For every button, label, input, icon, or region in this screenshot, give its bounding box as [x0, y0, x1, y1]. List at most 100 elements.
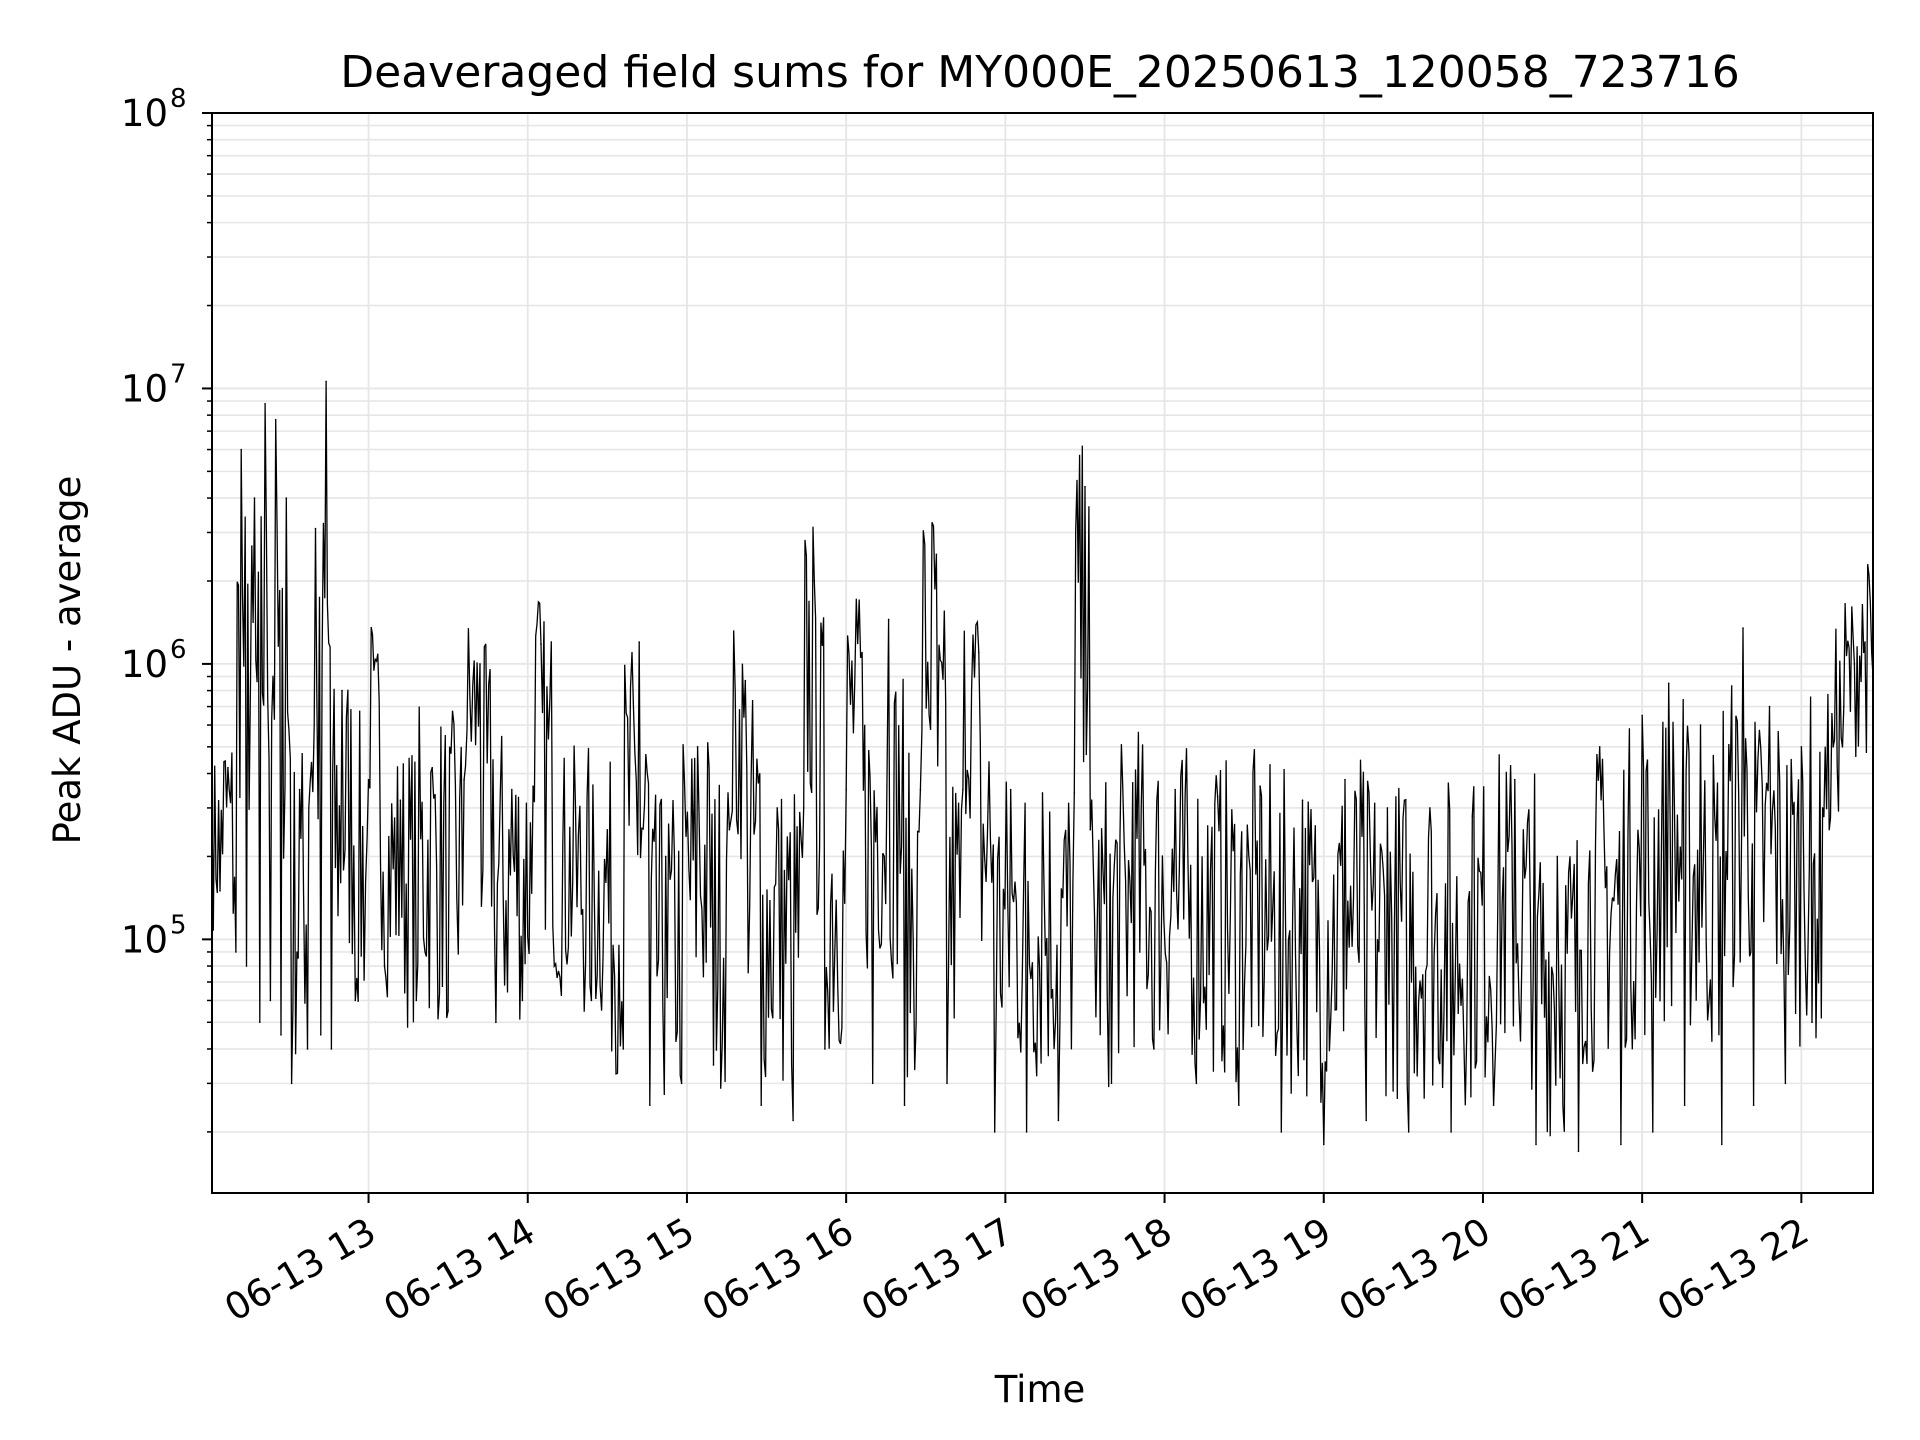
- data-point: [1153, 1048, 1155, 1050]
- data-point: [1620, 1143, 1622, 1146]
- data-point: [776, 807, 778, 809]
- data-point: [993, 1131, 996, 1133]
- data-point: [1073, 792, 1076, 794]
- data-point: [824, 1048, 826, 1050]
- data-point: [341, 689, 343, 692]
- data-point: [1259, 785, 1261, 787]
- data-point: [606, 828, 609, 831]
- y-tick-label: 10: [121, 92, 168, 135]
- data-point: [1429, 807, 1431, 809]
- y-tick-label-exponent: 8: [170, 84, 187, 114]
- data-point: [1556, 855, 1559, 858]
- data-point: [1110, 1082, 1113, 1085]
- data-point: [574, 807, 577, 809]
- data-point: [1089, 828, 1092, 831]
- data-point: [590, 999, 593, 1002]
- data-point: [1651, 1131, 1654, 1133]
- data-point: [1492, 1104, 1495, 1106]
- data-point: [463, 778, 465, 781]
- data-point: [354, 999, 357, 1002]
- data-point: [383, 965, 386, 967]
- data-point: [649, 1104, 651, 1106]
- data-point: [479, 663, 481, 665]
- data-point: [1811, 1021, 1813, 1024]
- data-point: [373, 669, 375, 671]
- data-point: [1864, 641, 1866, 643]
- data-point: [325, 380, 327, 383]
- data-point: [245, 965, 248, 967]
- data-point: [1471, 815, 1474, 817]
- data-point: [1174, 788, 1176, 791]
- data-point: [1598, 746, 1601, 748]
- data-point: [285, 497, 288, 499]
- data-point: [712, 1064, 715, 1066]
- y-tick-label: 10: [121, 918, 168, 961]
- data-point: [532, 785, 534, 787]
- data-point: [1450, 1131, 1452, 1133]
- data-point: [744, 679, 747, 682]
- data-point: [447, 1010, 449, 1012]
- data-point: [1131, 782, 1134, 784]
- data-point: [269, 999, 272, 1002]
- data-point: [511, 788, 513, 791]
- data-point: [330, 1048, 333, 1050]
- chart-title: Deaveraged field sums for MY000E_2025061…: [340, 47, 1740, 98]
- data-point: [258, 1021, 261, 1024]
- data-point: [1301, 799, 1304, 802]
- data-point: [935, 553, 938, 556]
- data-point: [219, 890, 221, 892]
- data-point: [1513, 778, 1516, 781]
- data-point: [1535, 1143, 1537, 1146]
- data-point: [861, 651, 863, 654]
- data-point: [521, 999, 524, 1002]
- data-point: [227, 766, 229, 769]
- data-point: [1667, 682, 1670, 685]
- data-point: [1683, 1104, 1686, 1106]
- data-point: [664, 855, 667, 858]
- data-point: [306, 1048, 309, 1050]
- data-point: [314, 527, 317, 530]
- data-point: [728, 828, 731, 831]
- data-point: [235, 951, 237, 953]
- data-point: [696, 746, 699, 748]
- data-point: [1216, 795, 1219, 798]
- data-point: [1057, 1119, 1060, 1122]
- series-line: [211, 381, 1874, 1152]
- data-point: [1742, 627, 1744, 629]
- data-point: [919, 788, 922, 791]
- data-point: [298, 788, 301, 791]
- data-point: [760, 1104, 763, 1106]
- y-tick-label: 10: [121, 643, 168, 686]
- data-point: [871, 1082, 874, 1085]
- data-point: [1699, 724, 1702, 726]
- data-point: [1084, 485, 1086, 488]
- data-point: [1009, 788, 1012, 791]
- data-point: [1641, 714, 1643, 717]
- data-point: [680, 1082, 683, 1085]
- data-point: [290, 1082, 293, 1085]
- data-point: [622, 1048, 625, 1050]
- data-point: [253, 497, 256, 499]
- data-point: [1365, 1119, 1368, 1122]
- plot-area: [211, 380, 1874, 1153]
- y-axis-label: Peak ADU - average: [46, 476, 89, 845]
- data-point: [887, 618, 890, 621]
- data-point: [845, 788, 847, 791]
- y-tick-label: 10: [121, 367, 168, 410]
- data-point: [431, 766, 434, 769]
- data-point: [495, 1021, 497, 1024]
- data-point: [1784, 1082, 1787, 1085]
- data-point: [240, 448, 242, 451]
- y-tick-label-exponent: 7: [170, 359, 187, 389]
- data-point: [1752, 1104, 1755, 1106]
- data-point: [1768, 705, 1771, 708]
- data-point: [903, 1104, 906, 1106]
- data-point: [274, 418, 277, 421]
- data-point: [540, 643, 542, 645]
- x-axis-label: Time: [994, 1368, 1086, 1411]
- plot-frame: [211, 112, 1874, 1194]
- data-point: [1832, 746, 1834, 748]
- data-point: [802, 807, 805, 809]
- data-point: [946, 1082, 948, 1085]
- data-point: [1238, 1104, 1240, 1106]
